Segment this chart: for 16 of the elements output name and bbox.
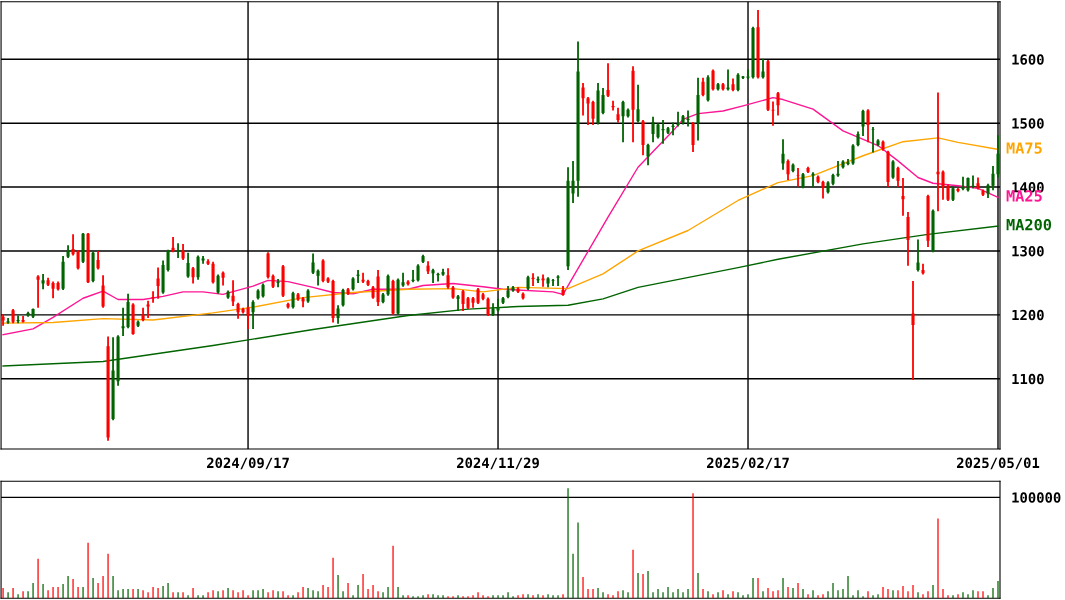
series-label: MA75 — [1006, 142, 1042, 154]
y-tick-label: 1300 — [1012, 245, 1044, 257]
x-tick-label: 2025/02/17 — [706, 457, 789, 470]
line-series — [2, 137, 999, 324]
y-tick-label: 100000 — [1012, 492, 1061, 503]
y-tick-label: 1100 — [1012, 373, 1044, 385]
y-tick-label: 1600 — [1012, 54, 1044, 65]
series-label: MA200 — [1006, 218, 1052, 231]
candlestick — [796, 166, 800, 188]
candlestick — [871, 126, 875, 154]
x-tick-label: 2024/09/17 — [207, 457, 289, 470]
y-tick-label: 1200 — [1012, 309, 1044, 321]
line-series — [2, 96, 999, 336]
x-tick-label: 2024/11/29 — [457, 457, 539, 470]
y-tick-label: 1500 — [1012, 118, 1044, 129]
x-tick-label: 2025/05/01 — [956, 457, 1040, 470]
